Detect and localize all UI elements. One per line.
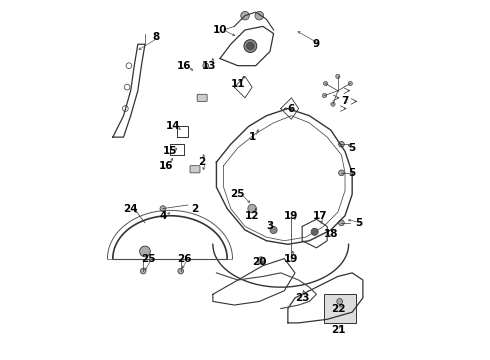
Text: 5: 5 — [348, 143, 356, 153]
Circle shape — [248, 204, 256, 213]
Circle shape — [339, 141, 344, 147]
Circle shape — [140, 246, 150, 257]
Circle shape — [124, 84, 130, 90]
Circle shape — [126, 63, 132, 68]
Circle shape — [337, 296, 346, 304]
Circle shape — [348, 81, 352, 86]
Circle shape — [140, 268, 146, 274]
Text: 25: 25 — [231, 189, 245, 199]
Circle shape — [255, 12, 264, 20]
Text: 8: 8 — [152, 32, 159, 42]
Text: 1: 1 — [248, 132, 256, 142]
Text: 10: 10 — [213, 25, 227, 35]
Circle shape — [244, 40, 257, 53]
Text: 3: 3 — [267, 221, 273, 231]
Text: 4: 4 — [159, 211, 167, 221]
Circle shape — [323, 81, 328, 86]
Text: 19: 19 — [284, 211, 298, 221]
Text: 24: 24 — [123, 203, 138, 213]
Text: 26: 26 — [177, 253, 192, 264]
Text: 11: 11 — [231, 78, 245, 89]
Text: 6: 6 — [288, 104, 295, 113]
Text: 16: 16 — [159, 161, 173, 171]
Text: 2: 2 — [192, 203, 198, 213]
Text: 17: 17 — [313, 211, 327, 221]
FancyBboxPatch shape — [190, 166, 200, 173]
Text: 15: 15 — [163, 147, 177, 157]
Text: 5: 5 — [348, 168, 356, 178]
Circle shape — [339, 170, 344, 176]
Text: 12: 12 — [245, 211, 259, 221]
Text: 23: 23 — [295, 293, 309, 303]
Circle shape — [331, 102, 335, 106]
Circle shape — [241, 12, 249, 20]
Text: 18: 18 — [323, 229, 338, 239]
Circle shape — [339, 220, 344, 226]
Text: 19: 19 — [284, 253, 298, 264]
Text: 5: 5 — [356, 218, 363, 228]
Circle shape — [203, 63, 209, 68]
Circle shape — [258, 257, 265, 264]
Text: 9: 9 — [313, 39, 320, 49]
Circle shape — [122, 106, 128, 111]
Text: 13: 13 — [202, 61, 217, 71]
Circle shape — [247, 42, 254, 50]
Text: 25: 25 — [141, 253, 156, 264]
Bar — [323, 294, 356, 323]
FancyBboxPatch shape — [197, 94, 207, 102]
Circle shape — [336, 74, 340, 78]
Circle shape — [311, 228, 318, 235]
Circle shape — [270, 226, 277, 234]
Text: 21: 21 — [331, 325, 345, 335]
Circle shape — [322, 94, 327, 98]
Text: 2: 2 — [198, 157, 206, 167]
Circle shape — [337, 298, 343, 304]
Text: 20: 20 — [252, 257, 267, 267]
Text: 22: 22 — [331, 303, 345, 314]
Text: 14: 14 — [166, 121, 181, 131]
Text: 7: 7 — [342, 96, 349, 107]
Text: 16: 16 — [177, 61, 192, 71]
Circle shape — [160, 206, 166, 211]
Circle shape — [178, 268, 184, 274]
